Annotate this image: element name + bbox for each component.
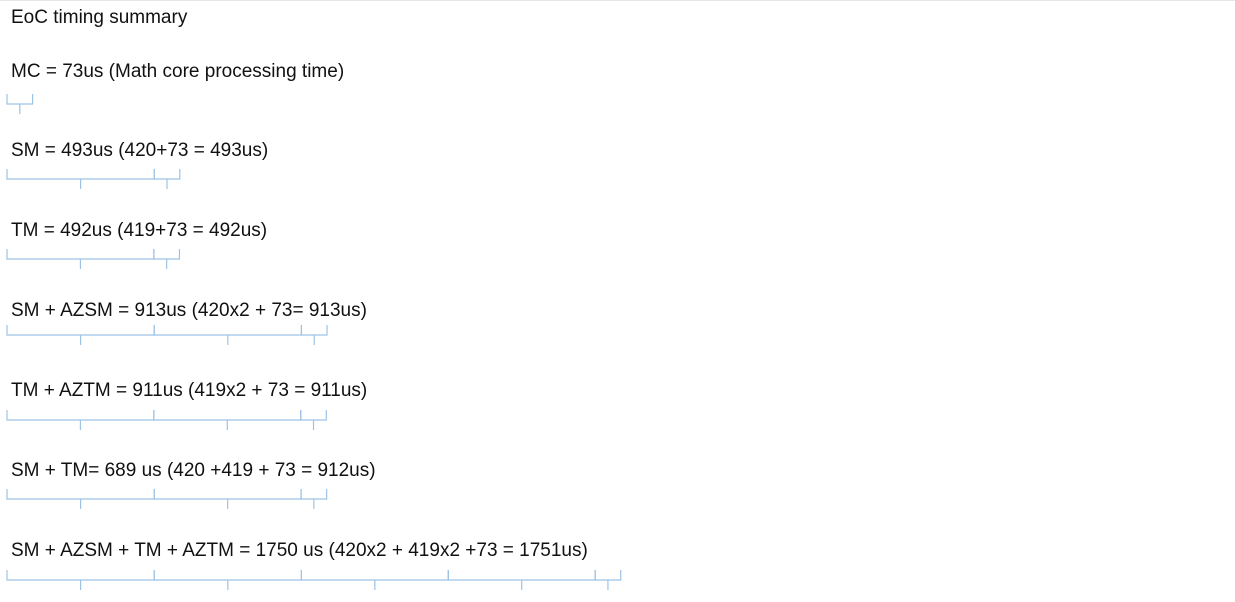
brace-row6-seg2 xyxy=(300,570,449,590)
top-rule xyxy=(0,0,1235,1)
timing-label-sm-tm: SM + TM= 689 us (420 +419 + 73 = 912us) xyxy=(11,460,376,481)
brace-row4-seg0 xyxy=(6,410,155,430)
timing-label-tm-aztm: TM + AZTM = 911us (419x2 + 73 = 911us) xyxy=(11,380,368,401)
brace-row5-seg0 xyxy=(6,489,155,509)
brace-row4-seg2 xyxy=(300,410,327,430)
brace-row4-seg1 xyxy=(153,410,302,430)
brace-row3-seg1 xyxy=(153,325,303,345)
brace-row1-seg1 xyxy=(153,169,181,189)
summary-title: EoC timing summary xyxy=(11,7,188,28)
timing-label-all: SM + AZSM + TM + AZTM = 1750 us (420x2 +… xyxy=(11,540,588,561)
brace-row6-seg1 xyxy=(153,570,303,590)
brace-row5-seg1 xyxy=(153,489,302,509)
brace-row0-seg0 xyxy=(6,94,34,114)
brace-row6-seg4 xyxy=(594,570,622,590)
brace-row2-seg0 xyxy=(6,249,155,269)
brace-row1-seg0 xyxy=(6,169,155,189)
brace-row3-seg0 xyxy=(6,325,155,345)
timing-label-mc: MC = 73us (Math core processing time) xyxy=(11,61,345,82)
brace-row5-seg2 xyxy=(300,489,328,509)
timing-label-sm-azsm: SM + AZSM = 913us (420x2 + 73= 913us) xyxy=(11,300,367,321)
timing-label-tm: TM = 492us (419+73 = 492us) xyxy=(11,220,268,241)
timing-label-sm: SM = 493us (420+73 = 493us) xyxy=(11,140,269,161)
brace-row6-seg3 xyxy=(447,570,596,590)
brace-row3-seg2 xyxy=(300,325,328,345)
brace-row2-seg1 xyxy=(153,249,181,269)
brace-row6-seg0 xyxy=(6,570,155,590)
